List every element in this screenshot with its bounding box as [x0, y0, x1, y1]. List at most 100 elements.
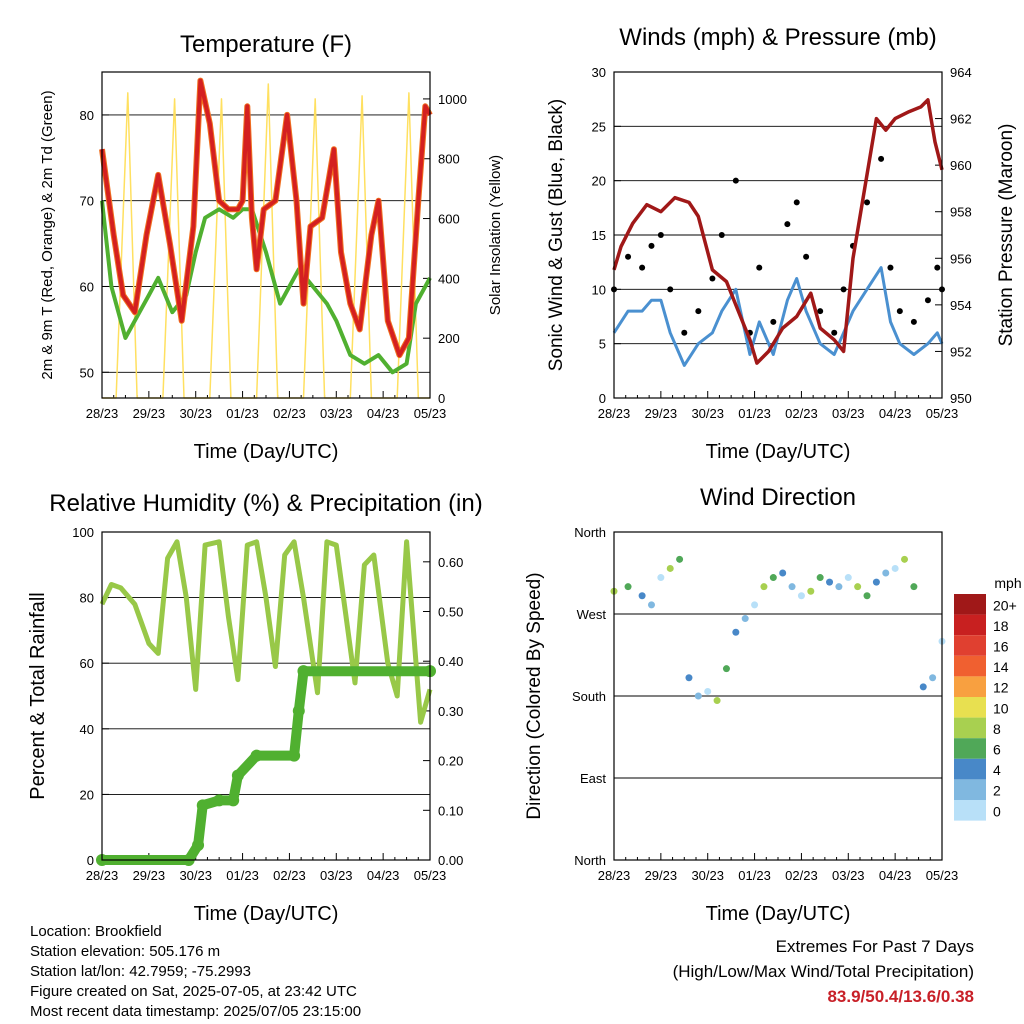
latlon-text: Station lat/lon: 42.7959; -75.2993	[30, 963, 252, 980]
direction-point	[732, 628, 740, 636]
x-tick-label: 28/23	[86, 868, 119, 883]
direction-point	[826, 578, 834, 586]
created-text: Figure created on Sat, 2025-07-05, at 23…	[30, 983, 357, 1000]
y-tick-label: 0.00	[438, 853, 463, 868]
y-tick-label: 60	[80, 279, 94, 294]
x-tick-label: 04/23	[879, 406, 912, 421]
direction-point	[624, 583, 632, 591]
y-tick-label: 0	[87, 853, 94, 868]
x-tick-label: 04/23	[367, 406, 400, 421]
y-tick-label: 20	[80, 787, 94, 802]
plot-frame	[613, 71, 943, 399]
direction-point	[872, 578, 880, 586]
plot-frame	[101, 71, 431, 399]
y-tick-label: 954	[950, 298, 972, 313]
plot-frame	[613, 531, 943, 861]
gust-point	[718, 232, 725, 238]
y-tick-label: 960	[950, 158, 972, 173]
colorbar-swatch	[954, 717, 986, 739]
direction-point	[685, 674, 693, 682]
direction-point	[929, 674, 937, 682]
y-tick-label: 25	[592, 119, 606, 134]
gust-point	[657, 232, 664, 238]
x-tick-label: 02/23	[785, 868, 818, 883]
x-tick-label: 30/23	[179, 868, 212, 883]
x-tick-label: 02/23	[785, 406, 818, 421]
direction-point	[910, 583, 918, 591]
colorbar-label: 12	[993, 680, 1009, 696]
direction-point	[854, 583, 862, 591]
y-axis-label-right: Solar Insolation (Yellow)	[487, 155, 504, 315]
y-tick-label: 964	[950, 65, 972, 80]
y-tick-label: 50	[80, 365, 94, 380]
x-tick-label: 02/23	[273, 406, 306, 421]
colorbar-swatch	[954, 635, 986, 656]
gust-point	[887, 264, 894, 271]
colorbar-label: 2	[993, 783, 1001, 799]
colorbar-label: 0	[993, 803, 1001, 819]
y-tick-label: 70	[80, 194, 94, 209]
y-tick-label: 40	[80, 722, 94, 737]
x-tick-label: 30/23	[691, 406, 724, 421]
x-tick-label: 01/23	[738, 868, 771, 883]
direction-point	[816, 574, 824, 582]
gust-point	[817, 308, 824, 315]
x-tick-label: 03/23	[832, 868, 865, 883]
direction-point	[779, 569, 787, 577]
colorbar-swatch	[954, 676, 986, 697]
y-tick-label: 15	[592, 228, 606, 243]
x-tick-label: 02/23	[273, 868, 306, 883]
direction-point	[760, 583, 768, 591]
x-tick-label: 28/23	[86, 406, 119, 421]
plot-frame	[101, 531, 431, 861]
x-tick-label: 05/23	[414, 868, 447, 883]
direction-point	[722, 665, 730, 673]
direction-point	[882, 569, 890, 577]
x-axis-label: Time (Day/UTC)	[194, 903, 339, 925]
y-tick-label: 0.40	[438, 654, 463, 669]
y-tick-label: South	[572, 689, 606, 704]
gust-point	[784, 221, 791, 228]
direction-point	[844, 574, 852, 582]
panel-title: Wind Direction	[700, 484, 856, 511]
colorbar-swatch	[954, 697, 986, 718]
gust-point	[803, 253, 810, 260]
recent-text: Most recent data timestamp: 2025/07/05 2…	[30, 1003, 362, 1020]
gust-point	[934, 264, 941, 271]
x-tick-label: 30/23	[691, 868, 724, 883]
x-tick-label: 29/23	[645, 868, 678, 883]
x-tick-label: 03/23	[832, 406, 865, 421]
y-axis-label-left: Percent & Total Rainfall	[27, 592, 49, 800]
direction-point	[694, 692, 702, 700]
y-tick-label: 400	[438, 271, 460, 286]
direction-point	[863, 592, 871, 600]
gust-point	[896, 308, 903, 315]
y-tick-label: 962	[950, 112, 972, 127]
colorbar-label: 14	[993, 659, 1009, 675]
direction-point	[676, 555, 684, 563]
station-info: Location: Brookfield Station elevation: …	[30, 922, 361, 1022]
y-axis-label-left: Direction (Colored By Speed)	[524, 572, 545, 819]
x-tick-label: 29/23	[133, 868, 166, 883]
direction-point	[657, 574, 665, 582]
colorbar-swatch	[954, 758, 986, 780]
colorbar-swatch	[954, 800, 986, 821]
extremes-title: Extremes For Past 7 Days	[775, 937, 974, 956]
y-tick-label: 600	[438, 212, 460, 227]
y-tick-label: North	[574, 525, 606, 540]
gust-point	[695, 308, 702, 315]
y-axis-label-left: 2m & 9m T (Red, Orange) & 2m Td (Green)	[39, 90, 56, 379]
colorbar-swatch	[954, 594, 986, 615]
y-tick-label: 10	[592, 282, 606, 297]
gust-point	[648, 242, 655, 249]
colorbar-swatch	[954, 738, 986, 759]
y-tick-label: 0.30	[438, 704, 463, 719]
colorbar-title: mph	[994, 575, 1021, 591]
humidity-series	[99, 539, 433, 725]
gust-point	[639, 264, 646, 271]
y-axis-label-left: Sonic Wind & Gust (Blue, Black)	[546, 99, 567, 371]
y-tick-label: 958	[950, 205, 972, 220]
x-tick-label: 05/23	[926, 406, 959, 421]
y-tick-label: 0.60	[438, 555, 463, 570]
x-tick-label: 04/23	[879, 868, 912, 883]
